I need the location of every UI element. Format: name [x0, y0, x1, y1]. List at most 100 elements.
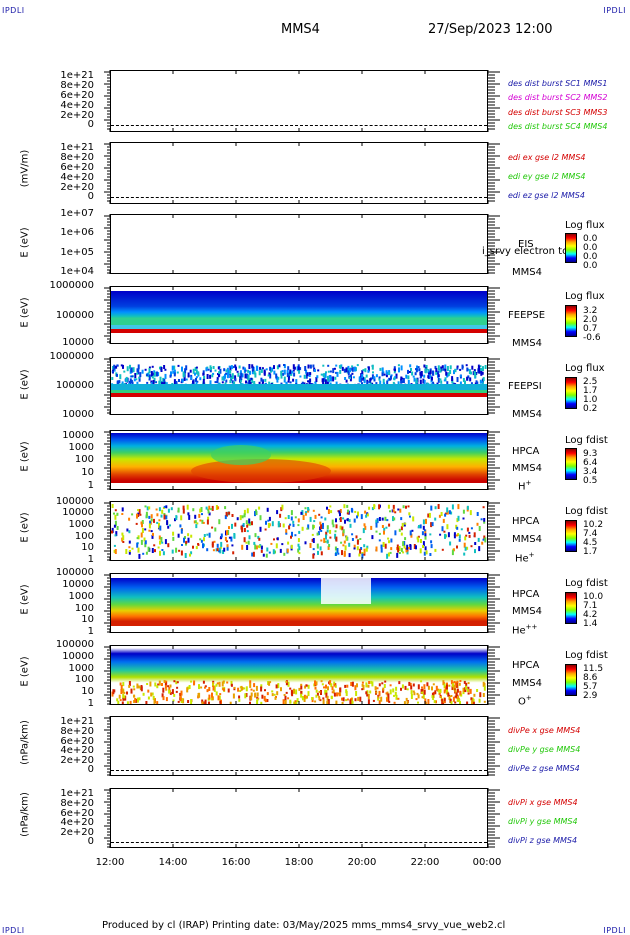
ytick-label: 10000: [62, 651, 94, 662]
spectrogram-pixel: [450, 701, 453, 704]
xtick-label: 14:00: [158, 857, 188, 868]
spectrogram-pixel: [156, 521, 159, 524]
spectrogram-pixel: [346, 518, 349, 521]
spectrogram-pixel: [268, 381, 271, 386]
spectrogram-pixel: [378, 377, 381, 381]
spectrogram-pixel: [223, 547, 226, 552]
spectrogram-pixel: [380, 696, 383, 702]
spectrogram-pixel: [287, 515, 290, 519]
spectrogram-pixel: [348, 542, 351, 547]
spectrogram-pixel: [446, 381, 449, 387]
spectrogram-pixel: [273, 370, 276, 375]
spectrogram-pixel: [156, 513, 159, 517]
colorbar-value: 10.0: [583, 592, 604, 602]
spectrogram-pixel: [145, 701, 148, 704]
spectrogram-pixel: [259, 515, 262, 521]
spectrogram-pixel: [373, 504, 376, 510]
spectrogram-pixel: [173, 379, 176, 385]
spectrogram-pixel: [392, 509, 395, 513]
spectrogram-pixel: [209, 374, 212, 379]
legend-item: edi ex gse l2 MMS4: [508, 153, 586, 162]
spectrogram-pixel: [403, 545, 406, 549]
spectrogram-pixel: [446, 684, 448, 690]
spectrogram-pixel: [420, 539, 422, 543]
spectrogram-pixel: [147, 689, 150, 693]
spectrogram-pixel: [279, 548, 282, 553]
spectrogram-pixel: [402, 505, 405, 509]
spectrogram-pixel: [280, 375, 283, 379]
spectrogram-pixel: [413, 544, 416, 549]
spectrogram-pixel: [439, 368, 442, 373]
spectrogram-pixel: [269, 366, 272, 371]
spectrogram-pixel: [309, 364, 312, 369]
spectrogram-pixel: [482, 538, 485, 541]
spectrogram-pixel: [412, 516, 415, 522]
spacecraft-label: MMS4: [512, 409, 542, 420]
spectrogram-pixel: [208, 532, 211, 538]
spacecraft-label: MMS4: [512, 463, 542, 474]
spectrogram-pixel: [126, 701, 129, 704]
spectrogram-pixel: [458, 538, 461, 542]
spectrogram-pixel: [231, 514, 234, 517]
spectrogram-pixel: [112, 689, 115, 695]
spectrogram-pixel: [230, 365, 233, 370]
legend-item: divPi z gse MMS4: [508, 836, 578, 845]
spectrogram-pixel: [271, 690, 274, 693]
spectrogram-pixel: [456, 366, 459, 370]
spectrogram-pixel: [126, 366, 129, 372]
spectrogram-pixel: [397, 508, 400, 511]
spectrogram-pixel: [383, 373, 386, 376]
spectrogram-pixel: [235, 366, 237, 371]
spectrogram-pixel: [230, 680, 233, 686]
spectrogram-pixel: [383, 382, 386, 385]
spectrogram-pixel: [186, 504, 189, 510]
spectrogram-pixel: [393, 368, 396, 371]
spectrogram-pixel: [344, 684, 347, 688]
spectrogram-pixel: [177, 364, 180, 367]
spectrogram-pixel: [276, 537, 279, 541]
spectrogram-pixel: [482, 506, 485, 509]
ytick-label: 4e+20: [60, 745, 94, 756]
spectrogram-pixel: [439, 533, 442, 536]
spectrogram-pixel: [424, 534, 427, 540]
spectrogram-pixel: [283, 694, 286, 696]
spectrogram-pixel: [268, 551, 271, 554]
spectrogram-pixel: [366, 381, 369, 385]
spectrogram-pixel: [232, 551, 235, 555]
spectrogram-pixel: [307, 380, 309, 383]
spectrogram-pixel: [317, 369, 320, 372]
ytick-label: 100: [74, 674, 94, 685]
spectrogram-pixel: [114, 520, 117, 526]
spectrogram-pixel: [405, 374, 408, 379]
spectrogram-pixel: [459, 690, 462, 695]
spectrogram-pixel: [292, 364, 295, 370]
spectrogram-pixel: [234, 375, 237, 381]
spectrogram-pixel: [247, 375, 250, 380]
spectrogram-pixel: [163, 514, 166, 520]
spectrogram-pixel: [246, 530, 249, 533]
spectrogram-pixel: [320, 373, 323, 376]
spectrogram-pixel: [198, 692, 201, 698]
spectrogram-pixel: [380, 544, 383, 549]
spectrogram-pixel: [430, 544, 433, 549]
spectrogram-pixel: [194, 514, 197, 519]
spectrogram-pixel: [327, 509, 330, 514]
spectrogram-pixel: [162, 687, 165, 693]
spectrogram-pixel: [458, 682, 461, 686]
spectrogram-pixel: [149, 520, 152, 525]
spectrogram-pixel: [476, 381, 479, 385]
spectrogram-pixel: [482, 681, 485, 687]
spectrogram-pixel: [314, 381, 317, 384]
spectrogram-pixel: [216, 548, 219, 552]
spectrogram-pixel: [350, 682, 353, 686]
spectrogram-pixel: [232, 693, 235, 699]
spectrogram-pixel: [381, 372, 384, 377]
spectrogram-pixel: [300, 683, 303, 686]
spectrogram-pixel: [293, 688, 295, 694]
spectrogram-pixel: [339, 517, 342, 522]
spectrogram-pixel: [307, 364, 310, 369]
spectrogram-pixel: [336, 371, 339, 377]
spectrogram-pixel: [172, 370, 175, 374]
spectrogram-pixel: [467, 375, 470, 379]
spectrogram-pixel: [338, 693, 341, 697]
